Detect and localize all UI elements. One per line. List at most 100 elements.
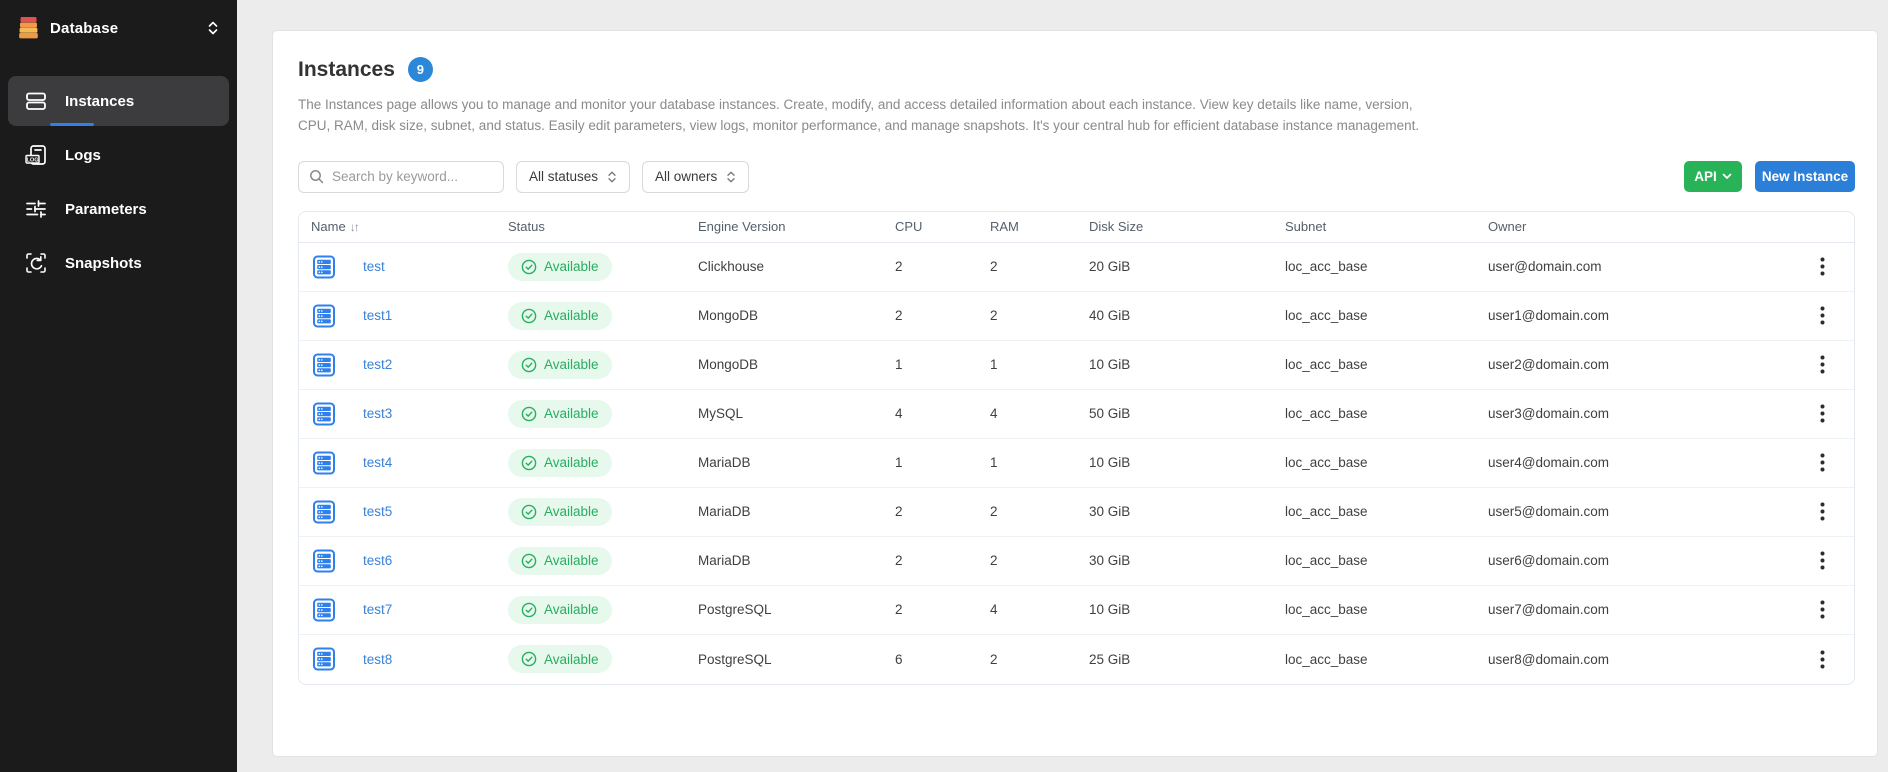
cell-engine-version: PostgreSQL: [698, 602, 772, 618]
cell-engine-version: MariaDB: [698, 504, 751, 520]
instance-name-link[interactable]: test3: [363, 406, 393, 422]
status-label: Available: [544, 357, 599, 373]
cell-owner: user3@domain.com: [1488, 406, 1610, 422]
sort-icon[interactable]: ↓↑: [349, 219, 360, 234]
check-circle-icon: [521, 651, 537, 667]
cell-disk-size: 30 GiB: [1089, 553, 1131, 569]
cell-ram: 1: [990, 357, 998, 373]
status-label: Available: [544, 259, 599, 275]
table-row: test8 Available PostgreSQL 6 2 25 GiB lo…: [299, 635, 1854, 684]
column-header-cpu: CPU: [895, 219, 923, 235]
check-circle-icon: [521, 357, 537, 373]
page-title: Instances: [298, 57, 395, 81]
brand: Database: [0, 0, 237, 54]
kebab-menu-icon[interactable]: [1816, 646, 1829, 673]
instance-name-link[interactable]: test2: [363, 357, 393, 373]
database-instance-icon: [311, 548, 337, 574]
cell-disk-size: 30 GiB: [1089, 504, 1131, 520]
cell-subnet: loc_acc_base: [1285, 357, 1368, 373]
kebab-menu-icon[interactable]: [1816, 596, 1829, 623]
status-badge: Available: [508, 448, 612, 477]
instance-name-link[interactable]: test6: [363, 553, 393, 569]
column-header-name[interactable]: Name ↓↑: [311, 219, 360, 235]
cell-disk-size: 50 GiB: [1089, 406, 1131, 422]
cell-cpu: 2: [895, 553, 903, 569]
check-circle-icon: [521, 259, 537, 275]
sidebar-item-snapshots[interactable]: Snapshots: [8, 238, 229, 288]
column-header-engine-version: Engine Version: [698, 219, 786, 235]
check-circle-icon: [521, 308, 537, 324]
cell-subnet: loc_acc_base: [1285, 259, 1368, 275]
status-label: Available: [544, 651, 599, 667]
cell-cpu: 6: [895, 651, 903, 667]
instance-name-link[interactable]: test: [363, 259, 385, 275]
cell-disk-size: 10 GiB: [1089, 602, 1131, 618]
kebab-menu-icon[interactable]: [1816, 400, 1829, 427]
instance-name-link[interactable]: test8: [363, 651, 393, 667]
instance-name-link[interactable]: test7: [363, 602, 393, 618]
database-instance-icon: [311, 597, 337, 623]
cell-owner: user4@domain.com: [1488, 455, 1610, 471]
owner-filter-label: All owners: [655, 169, 718, 185]
table-body: test Available Clickhouse 2 2 20 GiB loc…: [299, 243, 1854, 684]
instance-name-link[interactable]: test4: [363, 455, 393, 471]
column-header-owner: Owner: [1488, 219, 1527, 235]
kebab-menu-icon[interactable]: [1816, 449, 1829, 476]
database-instance-icon: [311, 303, 337, 329]
chevron-updown-icon: [726, 170, 736, 184]
owner-filter-dropdown[interactable]: All owners: [642, 160, 750, 193]
sidebar-item-logs[interactable]: LOG Logs: [8, 130, 229, 180]
kebab-menu-icon[interactable]: [1816, 547, 1829, 574]
cell-subnet: loc_acc_base: [1285, 602, 1368, 618]
collapse-chevron-icon[interactable]: [207, 20, 219, 36]
cell-cpu: 2: [895, 308, 903, 324]
sidebar-item-instances[interactable]: Instances: [8, 76, 229, 126]
status-badge: Available: [508, 546, 612, 575]
kebab-menu-icon[interactable]: [1816, 351, 1829, 378]
database-instance-icon: [311, 401, 337, 427]
search-input[interactable]: [332, 169, 493, 185]
cell-disk-size: 10 GiB: [1089, 357, 1131, 373]
instance-name-link[interactable]: test5: [363, 504, 393, 520]
instance-name-link[interactable]: test1: [363, 308, 393, 324]
search-box[interactable]: [298, 160, 504, 193]
kebab-menu-icon[interactable]: [1816, 253, 1829, 280]
status-label: Available: [544, 455, 599, 471]
status-label: Available: [544, 553, 599, 569]
column-header-ram: RAM: [990, 219, 1019, 235]
cell-ram: 2: [990, 651, 998, 667]
cell-ram: 2: [990, 553, 998, 569]
status-label: Available: [544, 504, 599, 520]
column-header-status: Status: [508, 219, 545, 235]
database-instance-icon: [311, 450, 337, 476]
cell-disk-size: 20 GiB: [1089, 259, 1131, 275]
cell-owner: user6@domain.com: [1488, 553, 1610, 569]
snapshots-icon: [23, 250, 49, 276]
search-icon: [309, 169, 324, 184]
cell-ram: 4: [990, 406, 998, 422]
sidebar-item-parameters[interactable]: Parameters: [8, 184, 229, 234]
database-instance-icon: [311, 254, 337, 280]
cell-engine-version: MySQL: [698, 406, 744, 422]
api-button[interactable]: API: [1684, 161, 1742, 193]
instances-icon: [23, 88, 49, 114]
cell-subnet: loc_acc_base: [1285, 308, 1368, 324]
instance-count-badge: 9: [407, 57, 433, 82]
status-filter-dropdown[interactable]: All statuses: [516, 160, 631, 193]
new-instance-button[interactable]: New Instance: [1755, 161, 1855, 193]
database-instance-icon: [311, 352, 337, 378]
svg-text:LOG: LOG: [26, 157, 38, 163]
database-instance-icon: [311, 499, 337, 525]
instances-card: Instances 9 The Instances page allows yo…: [272, 30, 1878, 757]
cell-disk-size: 40 GiB: [1089, 308, 1131, 324]
chevron-updown-icon: [607, 170, 617, 184]
kebab-menu-icon[interactable]: [1816, 498, 1829, 525]
sidebar-item-label: Logs: [65, 146, 101, 164]
cell-engine-version: MariaDB: [698, 553, 751, 569]
cell-cpu: 1: [895, 455, 903, 471]
sidebar-item-label: Instances: [65, 92, 135, 110]
sidebar-item-label: Parameters: [65, 200, 147, 218]
cell-disk-size: 10 GiB: [1089, 455, 1131, 471]
cell-engine-version: Clickhouse: [698, 259, 765, 275]
kebab-menu-icon[interactable]: [1816, 302, 1829, 329]
